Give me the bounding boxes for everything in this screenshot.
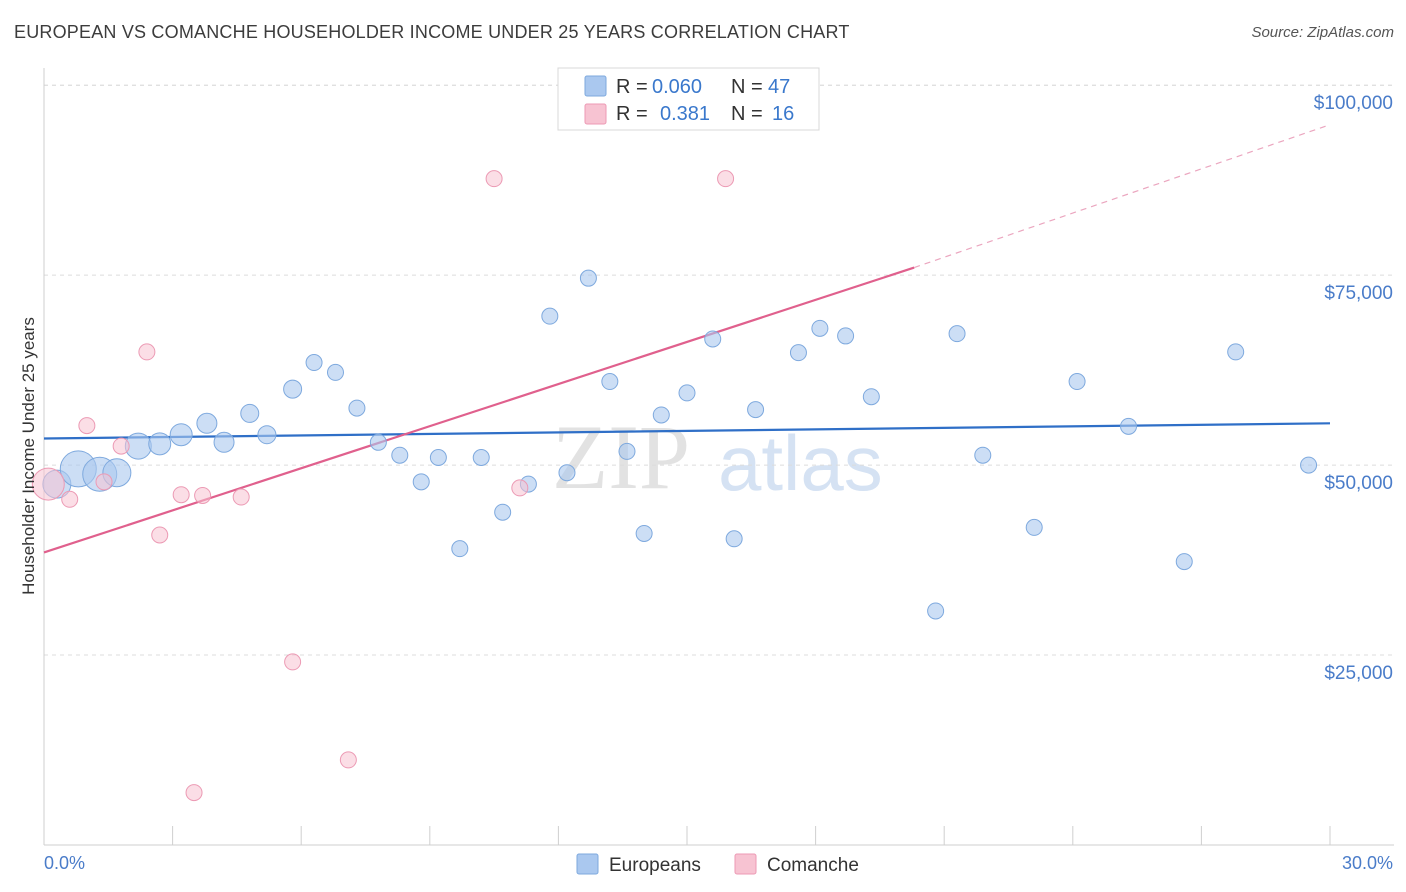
gridlines: $25,000 $50,000 $75,000 $100,000 xyxy=(44,84,1394,684)
bottom-legend-swatch-europeans xyxy=(576,853,599,875)
x-tick-label-min: 0.0% xyxy=(44,853,85,873)
point-comanche xyxy=(194,486,212,504)
axes xyxy=(43,68,1394,846)
watermark-atlas: atlas xyxy=(718,419,883,507)
point-europeans xyxy=(618,442,636,460)
point-comanche xyxy=(172,486,190,504)
legend-n-label-europeans: N = xyxy=(731,76,763,98)
legend-r-label-comanche: R = xyxy=(616,103,648,125)
point-europeans xyxy=(429,449,447,466)
point-europeans xyxy=(652,406,670,424)
trend-line-comanche-extension xyxy=(913,124,1331,269)
source-credit: Source: ZipAtlas.com xyxy=(1251,24,1394,41)
point-europeans xyxy=(725,530,743,548)
trend-line-comanche xyxy=(43,266,915,554)
legend-n-value-comanche: 16 xyxy=(772,103,794,125)
point-europeans xyxy=(635,524,653,542)
point-comanche xyxy=(151,526,169,544)
point-europeans xyxy=(494,503,512,521)
bottom-legend: Europeans Comanche xyxy=(576,853,859,876)
point-europeans xyxy=(862,388,880,406)
point-comanche xyxy=(232,488,250,506)
legend-r-label-europeans: R = xyxy=(616,76,648,98)
point-europeans xyxy=(1025,518,1043,536)
legend-n-value-europeans: 47 xyxy=(768,76,790,98)
point-europeans xyxy=(1300,456,1318,474)
point-europeans xyxy=(283,379,303,399)
point-europeans xyxy=(1120,417,1138,435)
point-europeans xyxy=(789,344,807,362)
point-europeans xyxy=(369,433,387,451)
point-comanche xyxy=(31,467,65,501)
point-europeans xyxy=(837,327,855,345)
point-europeans xyxy=(257,425,277,445)
y-tick-label: $50,000 xyxy=(1324,473,1393,494)
point-europeans xyxy=(1175,553,1193,571)
y-tick-label: $75,000 xyxy=(1324,283,1393,304)
x-tick-label-max: 30.0% xyxy=(1342,853,1393,873)
point-comanche xyxy=(339,751,357,769)
point-europeans xyxy=(1068,373,1086,391)
watermark: ZIP atlas xyxy=(552,406,883,508)
point-comanche xyxy=(511,479,529,497)
point-europeans xyxy=(927,602,945,620)
point-comanche xyxy=(61,490,79,508)
point-comanche xyxy=(284,653,302,671)
point-europeans xyxy=(747,401,765,419)
point-comanche xyxy=(485,170,503,188)
point-europeans xyxy=(326,363,344,381)
top-legend: R = 0.060 N = 47 R = 0.381 N = 16 xyxy=(557,67,820,131)
chart-title: EUROPEAN VS COMANCHE HOUSEHOLDER INCOME … xyxy=(14,22,850,42)
point-europeans xyxy=(948,325,966,343)
bottom-legend-europeans: Europeans xyxy=(609,855,701,876)
point-europeans xyxy=(472,449,490,466)
point-europeans xyxy=(240,403,260,423)
point-europeans xyxy=(704,330,722,348)
y-axis-label: Householder Income Under 25 years xyxy=(19,317,38,595)
point-comanche xyxy=(78,417,96,435)
point-comanche xyxy=(95,473,113,491)
point-europeans xyxy=(811,319,829,337)
point-europeans xyxy=(196,412,218,434)
point-comanche xyxy=(112,437,130,455)
point-europeans xyxy=(348,399,366,417)
point-europeans xyxy=(579,269,597,287)
bottom-legend-swatch-comanche xyxy=(734,853,757,875)
point-europeans xyxy=(412,473,430,491)
scatter-points xyxy=(31,170,1318,802)
point-europeans xyxy=(1227,343,1245,361)
point-europeans xyxy=(601,373,619,391)
point-europeans xyxy=(678,384,696,402)
point-europeans xyxy=(558,464,576,482)
point-europeans xyxy=(391,446,409,464)
point-europeans xyxy=(451,540,469,558)
point-europeans xyxy=(305,354,323,372)
point-europeans xyxy=(148,432,172,456)
point-europeans xyxy=(541,307,559,325)
point-comanche xyxy=(717,170,735,188)
bottom-legend-comanche: Comanche xyxy=(767,855,859,876)
point-europeans xyxy=(974,446,992,464)
legend-r-value-europeans: 0.060 xyxy=(652,76,702,98)
y-tick-label: $25,000 xyxy=(1324,663,1393,684)
legend-swatch-comanche xyxy=(584,103,607,125)
legend-swatch-europeans xyxy=(584,75,607,97)
point-europeans xyxy=(169,423,193,447)
point-comanche xyxy=(138,343,156,361)
y-tick-label: $100,000 xyxy=(1314,93,1393,114)
legend-r-value-comanche: 0.381 xyxy=(660,103,710,125)
point-europeans xyxy=(213,431,235,453)
legend-n-label-comanche: N = xyxy=(731,103,763,125)
point-comanche xyxy=(185,784,203,802)
